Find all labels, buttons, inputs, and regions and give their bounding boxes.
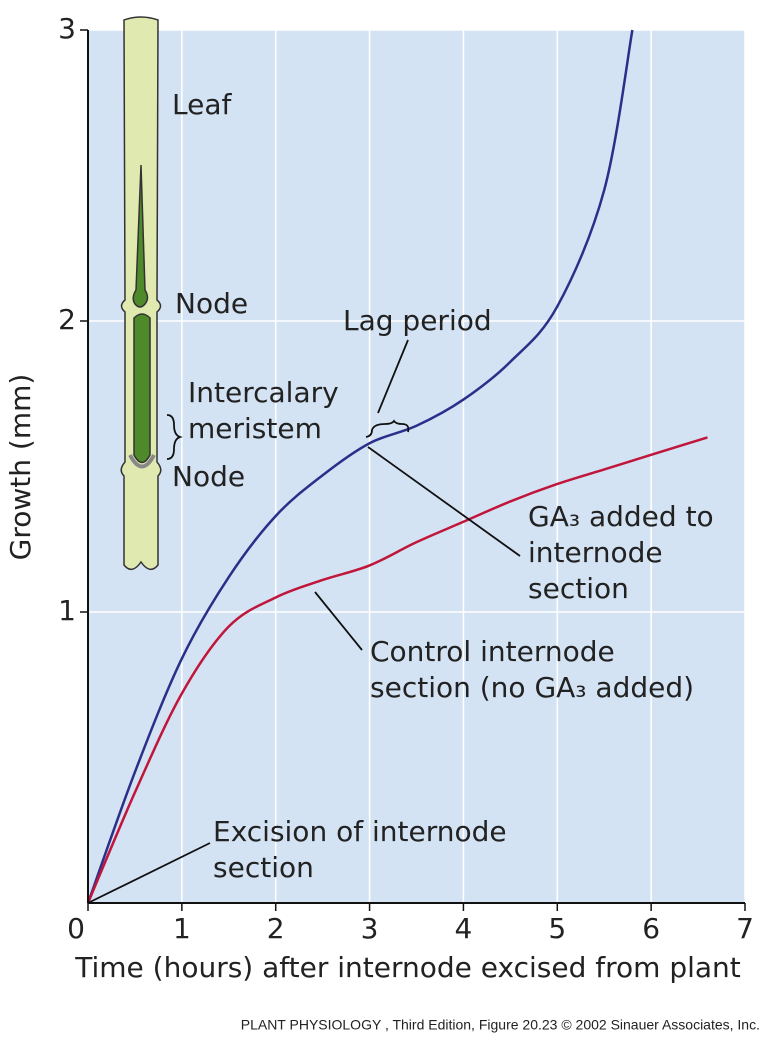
x-tick-label: 3 [361, 912, 379, 945]
annotation: Excision of internode [213, 815, 507, 848]
inset-label: Node [175, 287, 248, 320]
y-axis-label: Growth (mm) [4, 374, 37, 561]
inset-label: meristem [188, 412, 322, 445]
annotation: section (no GA₃ added) [370, 671, 694, 704]
inset-label: Leaf [172, 88, 232, 121]
x-tick-label: 1 [173, 912, 191, 945]
plant-illustration [120, 16, 162, 571]
annotation: section [528, 572, 629, 605]
x-tick-label: 7 [736, 912, 754, 945]
series-line [86, 436, 708, 904]
leader-lines [87, 339, 521, 904]
x-tick-label: 2 [267, 912, 285, 945]
x-tick-label: 5 [548, 912, 566, 945]
x-tick-label: 0 [67, 912, 85, 945]
annotation: section [213, 851, 314, 884]
inset-label: Node [172, 460, 245, 493]
inset-label: Intercalary [188, 376, 339, 409]
x-tick-label: 6 [642, 912, 660, 945]
x-tick-label: 4 [455, 912, 473, 945]
annotation: internode [528, 536, 663, 569]
annotation: GA₃ added to [528, 500, 714, 533]
plot-area [88, 30, 745, 903]
annotation: Control internode [370, 635, 615, 668]
footer: PLANT PHYSIOLOGY , Third Edition, Figure… [241, 1017, 760, 1033]
y-tick-label: 2 [58, 303, 76, 336]
y-tick-label: 3 [58, 12, 76, 45]
x-axis-label: Time (hours) after internode excised fro… [74, 951, 741, 984]
y-tick-label: 1 [58, 594, 76, 627]
annotation: Lag period [343, 304, 492, 337]
series-line [86, 29, 634, 904]
